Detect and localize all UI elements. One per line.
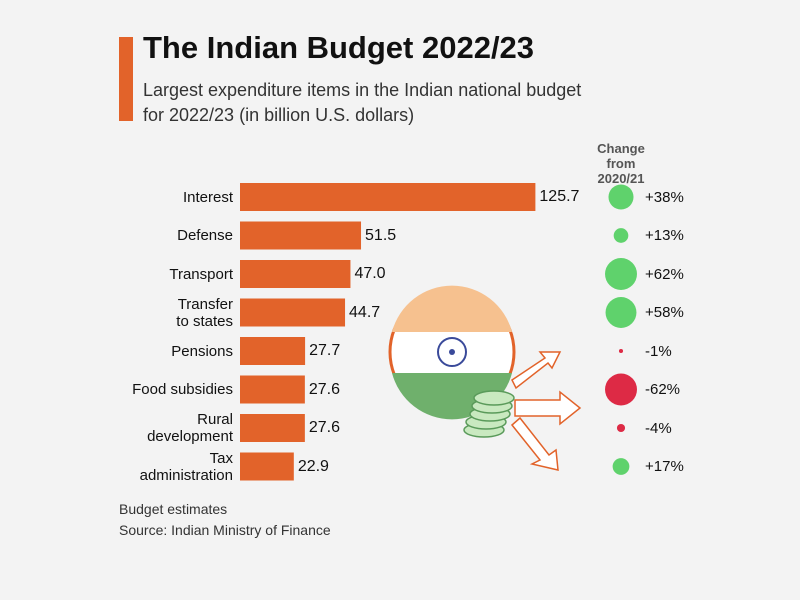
footnote: Budget estimates (119, 501, 228, 517)
chart-subtitle: Largest expenditure items in the Indian … (143, 80, 582, 125)
category-label: Defense (177, 227, 233, 244)
bar (240, 375, 305, 404)
change-bubble (616, 423, 626, 433)
change-label: -62% (645, 381, 681, 398)
change-bubble (605, 373, 637, 406)
value-label: 22.9 (297, 457, 329, 475)
value-label: 47.0 (354, 265, 386, 282)
value-label: 27.6 (308, 380, 340, 398)
category-label: Rural development (147, 411, 233, 445)
value-label: 44.7 (349, 303, 381, 321)
change-label: +62% (645, 265, 684, 283)
change-label: +38% (645, 188, 684, 206)
value-label: 27.6 (308, 419, 340, 436)
change-bubble (618, 348, 624, 354)
change-label: -1% (645, 342, 672, 360)
bar (240, 337, 306, 365)
flag (388, 285, 516, 420)
change-bubble (613, 228, 629, 243)
coins (463, 390, 515, 438)
bar (240, 183, 536, 211)
bar (240, 221, 362, 250)
bar (240, 414, 305, 442)
change-header: Change from 2020/21 (597, 141, 645, 186)
footnote: Source: Indian Ministry of Finance (119, 522, 331, 538)
change-bubble (612, 458, 630, 475)
category-label: Interest (182, 188, 233, 206)
title-accent (119, 37, 133, 121)
change-label: +13% (645, 227, 684, 244)
change-label: -4% (645, 419, 672, 437)
bar (240, 298, 346, 327)
value-label: 51.5 (365, 226, 397, 244)
change-bubble (608, 184, 634, 210)
category-label: Transfer to states (176, 295, 233, 330)
category-label: Tax administration (139, 449, 233, 484)
change-bubble (605, 297, 637, 328)
change-label: +58% (645, 304, 684, 321)
chart-title: The Indian Budget 2022/23 (143, 30, 535, 65)
bar (240, 260, 351, 288)
arrows (510, 351, 582, 471)
category-label: Transport (169, 265, 233, 283)
value-label: 125.7 (539, 188, 580, 205)
bar (240, 452, 294, 481)
change-label: +17% (645, 458, 684, 475)
value-label: 27.7 (309, 342, 341, 359)
change-bubble (605, 258, 637, 290)
category-label: Food subsidies (132, 381, 233, 398)
category-label: Pensions (171, 342, 233, 360)
